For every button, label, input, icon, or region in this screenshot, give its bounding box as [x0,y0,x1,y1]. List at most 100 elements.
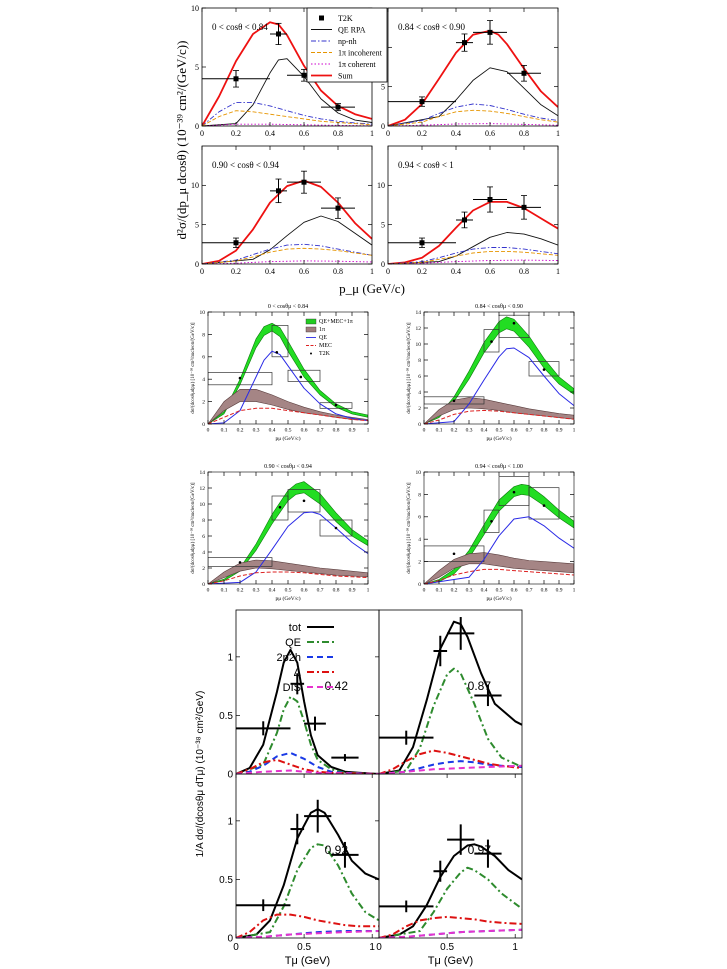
series-tot [236,808,379,938]
data-box-2 [483,509,500,533]
x-tick-label: 1 [370,267,374,276]
data-point-3 [512,490,516,494]
panel-title: 0 < cosθμ < 0.84 [268,304,308,310]
panel-frame [378,609,523,775]
data-box-2 [483,329,500,353]
panel-title: 0.90 < cosθ < 0.94 [212,160,279,170]
series-mec [208,571,368,584]
y-axis-label-b: dσ/(dcosθμdpμ) [10⁻³⁸ cm²/nucleon/(GeV/c… [190,322,196,413]
series-qe [208,350,368,424]
marker [238,376,242,380]
legend-swatch [305,318,317,325]
panel-title: 0.94 < cosθμ < 1.00 [475,464,523,470]
x-tick-label: 0.2 [417,129,427,138]
x-tick-label: 0.6 [299,129,309,138]
y-tick-label: 0 [418,422,421,428]
data-point-4 [331,841,359,868]
legend-entry-qe-mec-1: QE+MEC+1π [319,319,353,325]
series-1-incoherent [388,109,558,126]
legend-entry-qe-rpa: QE RPA [338,26,366,35]
y-tick-label: 4 [202,550,205,556]
y-tick-label: 6 [418,515,421,521]
x-tick-label: 0 [200,129,204,138]
x-tick-label: 0.6 [485,267,495,276]
panel-title: 0 < cosθ < 0.84 [212,22,268,32]
band-1 [424,552,574,584]
series-1-coherent [202,123,372,126]
series-np-nh [388,247,558,264]
panel-frame [387,145,559,265]
data-point-4 [474,839,502,868]
data-point-1 [452,552,456,556]
x-axis-label-c: Tμ (GeV) [285,955,330,967]
y-tick-label: 2 [418,406,421,412]
panel-a-3: 0 5 10 0 0.2 0.4 0.6 0.8 1 0.90 < cosθ < 0.94 [191,145,374,276]
panel-title: 0.87 [468,679,492,693]
x-tick-label: 0 [233,942,239,953]
marker [462,40,467,46]
series-dis [236,930,379,938]
panel-title: 0.97 [468,843,492,857]
marker [334,403,338,407]
marker [419,240,425,246]
y-axis-label-b: dσ/(dcosθμdpμ) [10⁻³⁸ cm²/nucleon/(GeV/c… [190,482,196,573]
marker [487,196,493,202]
panel-title: 0.42 [325,679,349,693]
data-point-4 [331,754,359,762]
marker [276,188,281,194]
series- [379,749,522,774]
x-tick-label: 0.8 [333,267,343,276]
data-point-2 [270,178,287,204]
series-qe-rpa [202,215,372,264]
panel-c-4: 0 0.5 1 0.97 [376,773,523,953]
data-point-1 [238,376,242,380]
data-point-4 [321,103,355,112]
legend-b: QE+MEC+1π 1π QE MEC T2K [305,318,353,357]
legend-entry-1-incoherent: 1π incoherent [338,49,383,58]
legend-entry-mec: MEC [319,343,332,349]
legend-entry-qe: QE [285,637,301,649]
marker [459,838,463,841]
x-tick-label: 0.7 [317,588,324,594]
series-qe-rpa [388,232,558,264]
data-point-3 [304,799,332,833]
y-tick-label: 1 [227,652,233,663]
data-point-1 [452,399,456,403]
y-tick-label: 5 [195,63,199,72]
legend-entry-np-nh: np-nh [338,37,357,46]
x-tick-label: 0.4 [265,129,275,138]
marker [438,869,442,873]
y-tick-label: 10 [191,4,199,13]
series- [236,913,379,938]
marker [301,72,307,78]
y-axis-label-a: d²σ/(dp_μ dcosθ) (10⁻³⁹ cm²/(GeV/c)) [174,41,189,240]
y-tick-label: 8 [202,518,205,524]
x-tick-label: 0.2 [417,267,427,276]
marker [404,905,408,908]
series-qe [236,695,379,774]
panel-title: 0.84 < cosθμ < 0.90 [475,304,523,310]
series-qe-rpa [388,67,558,126]
data-box-3 [287,489,321,513]
marker [459,632,463,635]
x-tick-label: 0.2 [231,129,241,138]
y-tick-label: 8 [418,492,421,498]
panel-c-1: 0 0.5 1 0.42 [219,609,380,781]
x-axis-label-b: pμ (GeV/c) [275,595,300,602]
panel-frame [201,145,373,265]
y-tick-label: 0 [202,582,205,588]
x-tick-label: 0.6 [511,588,518,594]
series-1-coherent [202,260,372,264]
series-1-incoherent [202,110,372,126]
x-tick-label: 0.2 [451,428,458,434]
y-tick-label: 12 [200,486,206,492]
x-tick-label: 1 [367,588,370,594]
x-tick-label: 0.2 [237,588,244,594]
y-tick-label: 4 [418,537,421,543]
marker [302,499,306,503]
marker [335,104,341,110]
data-point-3 [447,824,475,855]
x-tick-label: 0.7 [526,588,533,594]
x-tick-label: 0.5 [297,942,311,953]
x-tick-label: 1 [556,129,560,138]
